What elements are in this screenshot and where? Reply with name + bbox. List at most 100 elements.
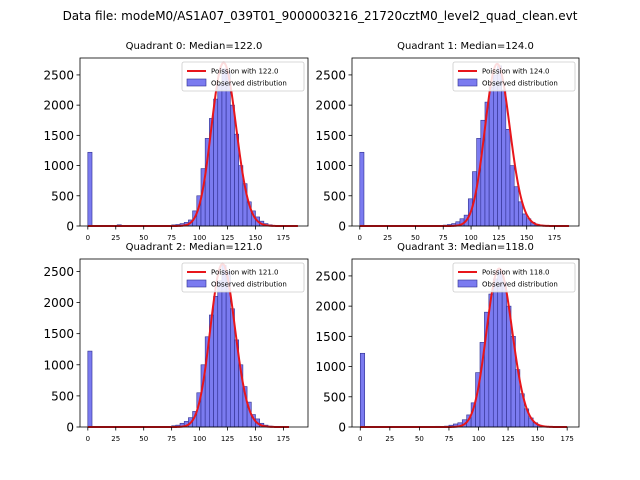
y-tick-label: 1500: [315, 129, 346, 143]
x-tick-label: 175: [277, 234, 290, 242]
y-tick-label: 0: [66, 220, 74, 234]
x-tick-label: 0: [86, 234, 90, 242]
y-tick-label: 2500: [315, 68, 346, 82]
legend-bar-swatch: [457, 78, 478, 87]
x-tick-label: 0: [358, 234, 362, 242]
y-tick-label: 500: [51, 189, 74, 203]
histogram-bar: [492, 278, 499, 428]
legend: Poission with 121.0 Observed distribution: [181, 262, 305, 293]
legend: Poission with 118.0 Observed distribution: [452, 262, 576, 293]
legend-frame: [181, 262, 305, 293]
y-tick-label: 1500: [315, 330, 346, 344]
axes-frame: [351, 258, 580, 428]
x-tick-label: 75: [167, 435, 176, 443]
histogram-bar: [217, 83, 223, 227]
legend: Poission with 122.0 Observed distribution: [181, 61, 305, 92]
legend-bar-swatch: [457, 279, 478, 288]
x-tick-label: 50: [139, 234, 148, 242]
subplot-quadrant-1: Quadrant 1: Median=124.0 0 25 50 75 100 125 150…: [315, 41, 580, 242]
y-tick-label: 0: [338, 421, 346, 435]
subplot-title: Quadrant 2: Median=121.0: [126, 242, 263, 253]
legend: Poission with 124.0 Observed distribution: [452, 61, 576, 92]
legend-frame: [452, 262, 576, 293]
x-tick-label: 25: [385, 435, 394, 443]
histogram-bar: [497, 269, 503, 428]
x-tick-label: 25: [111, 234, 120, 242]
subplot-title: Quadrant 0: Median=122.0: [126, 41, 263, 52]
y-tick-label: 1000: [315, 159, 346, 173]
axes-frame: [351, 57, 580, 227]
histogram-bar: [221, 68, 227, 227]
x-tick-label: 125: [221, 435, 234, 443]
histogram-bar: [501, 89, 507, 227]
histogram-bar: [493, 74, 498, 227]
y-tick-label: 500: [51, 389, 74, 403]
legend-bar-swatch: [186, 78, 207, 87]
subplot-quadrant-0: Quadrant 0: Median=122.0 0 25 50 75 100 125 150…: [43, 41, 309, 242]
x-tick-label: 100: [472, 435, 485, 443]
legend-entry-observed: Observed distribution: [482, 80, 558, 88]
histogram-bar: [505, 129, 511, 227]
histogram-bar: [217, 280, 223, 428]
legend-entry-poisson: Poission with 124.0: [482, 68, 550, 76]
x-tick-label: 50: [139, 435, 148, 443]
x-tick-label: 150: [249, 234, 262, 242]
y-tick-label: 0: [338, 220, 346, 234]
x-tick-label: 175: [277, 435, 290, 443]
legend-entry-poisson: Poission with 118.0: [482, 269, 550, 277]
x-tick-label: 50: [415, 435, 424, 443]
x-tick-label: 25: [383, 234, 392, 242]
y-tick-label: 500: [323, 390, 346, 404]
legend-frame: [181, 61, 305, 92]
x-tick-label: 125: [492, 234, 505, 242]
y-tick-label: 2000: [315, 99, 346, 113]
histogram-bar: [87, 350, 93, 428]
y-tick-label: 1500: [43, 129, 74, 143]
y-tick-label: 2500: [43, 68, 74, 82]
legend-entry-observed: Observed distribution: [211, 281, 287, 289]
histogram-bar: [501, 281, 507, 428]
x-tick-label: 125: [501, 435, 514, 443]
y-tick-label: 2500: [43, 265, 74, 279]
legend-frame: [452, 61, 576, 92]
figure-suptitle: Data file: modeM0/AS1A07_039T01_90000032…: [63, 9, 578, 23]
histogram-bar: [213, 296, 219, 428]
x-tick-label: 150: [249, 435, 262, 443]
x-tick-label: 75: [439, 234, 448, 242]
x-tick-label: 175: [560, 435, 573, 443]
x-tick-label: 25: [111, 435, 120, 443]
y-tick-label: 1000: [315, 360, 346, 374]
subplot-title: Quadrant 3: Median=118.0: [397, 242, 534, 253]
x-tick-label: 100: [464, 234, 477, 242]
axes-frame: [79, 258, 309, 428]
y-tick-label: 2000: [43, 99, 74, 113]
histogram-bar: [518, 201, 523, 227]
histogram-bar: [230, 104, 235, 227]
y-tick-label: 1500: [43, 327, 74, 341]
x-tick-label: 75: [167, 234, 176, 242]
histogram-bar: [509, 165, 515, 227]
histogram-bar: [213, 98, 219, 227]
legend-entry-observed: Observed distribution: [211, 80, 287, 88]
histogram-bar: [359, 151, 365, 227]
legend-entry-poisson: Poission with 121.0: [211, 269, 279, 277]
x-tick-label: 75: [444, 435, 453, 443]
x-tick-label: 125: [221, 234, 234, 242]
legend-entry-poisson: Poission with 122.0: [211, 68, 279, 76]
x-tick-label: 100: [193, 234, 206, 242]
x-tick-label: 150: [520, 234, 533, 242]
histogram-bar: [225, 71, 231, 227]
subplot-quadrant-3: Quadrant 3: Median=118.0 0 25 50 75 100 125 150…: [315, 242, 580, 443]
y-tick-label: 0: [66, 421, 74, 435]
x-tick-label: 100: [193, 435, 206, 443]
histogram-bar: [87, 151, 93, 227]
y-tick-label: 500: [323, 189, 346, 203]
x-tick-label: 150: [531, 435, 544, 443]
histogram-bar: [488, 86, 494, 227]
legend-bar-swatch: [186, 279, 207, 288]
histogram-bar: [522, 213, 528, 227]
x-tick-label: 0: [358, 435, 362, 443]
y-tick-label: 1000: [43, 159, 74, 173]
x-tick-label: 50: [411, 234, 420, 242]
